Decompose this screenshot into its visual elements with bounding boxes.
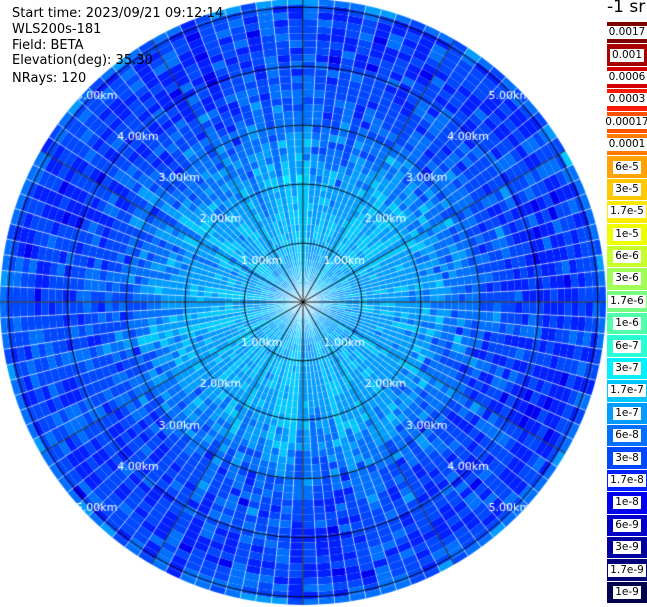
colorbar-tick-label: 0.0006 [606,70,647,84]
colorbar-tick-label: 6e-8 [613,429,641,443]
colorbar-swatch: 1.7e-6 [607,290,647,314]
colorbar-tick-label: 0.001 [609,48,645,62]
colorbar-swatch: 0.0017 [606,22,647,45]
colorbar-tick-label: 1.7e-9 [608,563,646,577]
colorbar-swatch: 3e-6 [607,268,647,291]
colorbar-tick-label: 6e-5 [613,160,641,174]
colorbar-swatch: 0.001 [607,44,647,67]
colorbar-swatch: 6e-8 [607,425,647,448]
colorbar-tick-label: 3e-8 [613,451,641,465]
colorbar-tick-label: 3e-6 [613,272,641,286]
colorbar-tick-label: 1e-9 [613,585,641,599]
colorbar-swatch: 0.00017 [603,111,647,134]
colorbar-swatch: 0.0001 [606,133,647,157]
ppi-radar-plot [0,0,607,607]
colorbar-swatch: 1.7e-5 [607,201,647,224]
colorbar-tick-label: 1e-7 [613,406,641,420]
colorbar-swatch: 0.0003 [606,89,647,112]
colorbar: 0.0017 0.001 0.0006 0.0003 0.00017 0.0001 6e-5… [603,22,647,605]
start-time-label: Start time: 2023/09/21 09:12:14 [12,6,224,21]
colorbar-tick-label: 3e-9 [613,541,641,555]
colorbar-tick-label: 3e-7 [613,362,641,376]
colorbar-swatch: 6e-5 [607,156,647,179]
colorbar-tick-label: 0.0001 [606,138,647,152]
colorbar-tick-label: 1e-6 [613,317,641,331]
colorbar-swatch: 6e-7 [607,335,647,358]
colorbar-tick-label: 6e-6 [613,250,641,264]
colorbar-tick-label: 1.7e-6 [608,294,646,308]
colorbar-tick-label: 1.7e-5 [608,205,646,219]
colorbar-units-label: -1 sr [607,0,646,17]
elevation-label: Elevation(deg): 35.30 [12,53,153,68]
colorbar-tick-label: 0.0003 [606,93,647,107]
colorbar-swatch: 1e-9 [607,581,647,605]
colorbar-tick-label: 3e-5 [613,182,641,196]
colorbar-swatch: 3e-7 [607,357,647,381]
colorbar-swatch: 3e-9 [607,536,647,560]
colorbar-tick-label: 1.7e-7 [608,384,646,398]
colorbar-tick-label: 6e-9 [613,518,641,532]
colorbar-swatch: 1.7e-7 [607,380,647,403]
colorbar-swatch: 1e-7 [607,402,647,426]
instrument-label: WLS200s-181 [12,22,102,37]
colorbar-tick-label: 6e-7 [613,339,641,353]
colorbar-swatch: 0.0006 [606,66,647,90]
colorbar-tick-label: 0.00017 [603,115,647,129]
colorbar-swatch: 3e-5 [607,178,647,202]
colorbar-swatch: 1.7e-9 [607,559,647,582]
colorbar-tick-label: 1e-5 [613,227,641,241]
colorbar-swatch: 6e-6 [607,245,647,269]
colorbar-tick-label: 0.0017 [606,26,647,40]
nrays-label: NRays: 120 [12,71,87,86]
colorbar-swatch: 1.7e-8 [607,469,647,493]
colorbar-swatch: 1e-6 [607,313,647,336]
colorbar-tick-label: 1.7e-8 [608,474,646,487]
colorbar-swatch: 1e-5 [607,223,647,246]
colorbar-swatch: 1e-8 [607,492,647,515]
field-label: Field: BETA [12,38,84,53]
colorbar-tick-label: 1e-8 [613,496,641,510]
colorbar-swatch: 3e-8 [607,447,647,470]
colorbar-swatch: 6e-9 [607,514,647,537]
